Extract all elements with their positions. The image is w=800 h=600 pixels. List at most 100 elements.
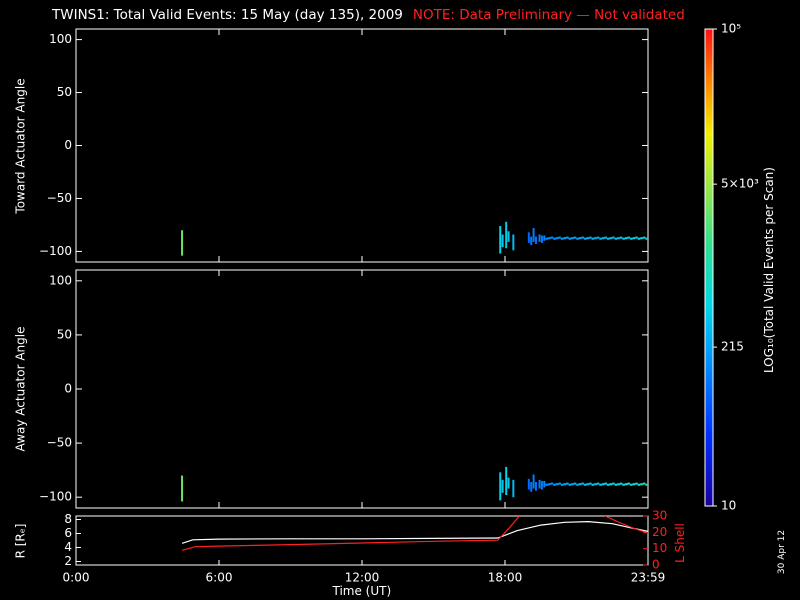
- toward-trail-segment: [640, 237, 643, 240]
- away-trail-segment: [550, 482, 554, 485]
- away-ytick-label: −50: [47, 436, 72, 450]
- toward-ytick-label: 100: [49, 32, 72, 46]
- x-tick-label: 6:00: [206, 571, 233, 585]
- away-trail-segment: [622, 483, 625, 486]
- colorbar-tick-label: 10⁵: [721, 22, 741, 36]
- away-trail-segment: [573, 482, 577, 485]
- toward-trail-segment: [642, 236, 646, 239]
- orbit-right-ylabel: L Shell: [672, 522, 687, 563]
- away-trail-segment: [635, 482, 638, 485]
- toward-panel: 100 50 0 −50 −100: [39, 28, 649, 263]
- colorbar-tick-label: 5×10³: [721, 177, 759, 191]
- away-trail-segment: [571, 483, 574, 486]
- away-ylabel: Away Actuator Angle: [13, 326, 28, 452]
- toward-trail-segment: [571, 237, 574, 240]
- toward-trail-segment: [545, 237, 549, 240]
- away-trail-segment: [614, 483, 618, 486]
- toward-trail-segment: [630, 237, 633, 240]
- toward-trail-segment: [622, 237, 625, 240]
- toward-trail-segment: [599, 237, 602, 240]
- toward-ylabel: Toward Actuator Angle: [13, 77, 28, 214]
- colorbar-gradient: [704, 28, 714, 507]
- toward-trail-segment: [614, 237, 618, 240]
- toward-trail-segment: [617, 237, 620, 240]
- away-ytick-label: −100: [39, 490, 72, 504]
- away-trail-segment: [594, 483, 597, 486]
- toward-trail-segment: [612, 236, 615, 239]
- away-trail-segment: [596, 482, 600, 485]
- away-ytick-label: 0: [64, 382, 72, 396]
- away-trail-segment: [604, 482, 608, 485]
- away-frame: [75, 269, 649, 509]
- orbit-left-ytick-label: 6: [64, 526, 72, 540]
- x-tick-label: 23:59: [631, 571, 666, 585]
- toward-trail-segment: [624, 237, 628, 240]
- toward-trail-segment: [586, 237, 590, 240]
- x-axis-label: Time (UT): [332, 584, 392, 598]
- colorbar-label: LOG₁₀(Total Valid Events per Scan): [761, 167, 776, 373]
- away-ytick-label: 100: [49, 273, 72, 287]
- toward-trail-segment: [566, 236, 569, 239]
- toward-ytick-label: 0: [64, 138, 72, 152]
- away-trail-segment: [558, 482, 561, 485]
- toward-trail-segment: [637, 237, 641, 240]
- away-trail-segment: [619, 482, 623, 485]
- away-trail-segment: [632, 483, 636, 486]
- toward-trail-segment: [548, 237, 551, 240]
- toward-ytick-label: 50: [57, 85, 72, 99]
- toward-trail-segment: [594, 237, 597, 240]
- date-stamp: 30 Apr 12: [777, 529, 788, 575]
- toward-trail-segment: [560, 237, 564, 240]
- preliminary-note: NOTE: Data Preliminary — Not validated: [412, 7, 685, 23]
- toward-trail-segment: [550, 236, 554, 239]
- orbit-left-ytick-label: 2: [64, 554, 72, 568]
- away-trail-segment: [576, 483, 579, 486]
- away-ytick-label: 50: [57, 327, 72, 341]
- toward-trail-segment: [589, 236, 592, 239]
- away-trail-segment: [609, 483, 613, 486]
- away-trail-segment: [601, 483, 605, 486]
- away-trail-segment: [599, 483, 602, 486]
- orbit-left-ylabel: R [Rₑ]: [12, 523, 27, 558]
- l-shell-line: [181, 516, 520, 551]
- orbit-right-ytick-label: 30: [652, 509, 667, 523]
- toward-trail-segment: [578, 237, 582, 240]
- orbit-left-ytick-label: 8: [64, 512, 72, 526]
- away-trail-segment: [568, 483, 572, 486]
- toward-trail-segment: [609, 237, 613, 240]
- toward-trail-segment: [563, 237, 567, 240]
- toward-trail-segment: [555, 237, 559, 240]
- away-trail-segment: [586, 483, 590, 486]
- away-trail-segment: [612, 482, 615, 485]
- away-trail-segment: [607, 483, 610, 486]
- orbit-right-ytick-label: 0: [652, 558, 660, 572]
- toward-trail-segment: [601, 237, 605, 240]
- toward-trail-segment: [627, 236, 631, 239]
- l-shell-line: [604, 516, 648, 534]
- colorbar-tick-label: 10: [721, 499, 736, 513]
- away-trail-segment: [560, 483, 564, 486]
- toward-trail-segment: [576, 237, 579, 240]
- away-trail-segment: [642, 482, 646, 485]
- toward-trail-segment: [596, 236, 600, 239]
- away-trail-segment: [624, 483, 628, 486]
- away-trail-segment: [591, 483, 595, 486]
- x-tick-label: 18:00: [488, 571, 523, 585]
- away-trail-segment: [589, 482, 592, 485]
- toward-trail-segment: [604, 236, 608, 239]
- away-trail-segment: [545, 483, 549, 486]
- toward-ytick-label: −50: [47, 191, 72, 205]
- away-trail-segment: [637, 483, 641, 486]
- toward-trail-segment: [583, 237, 587, 240]
- away-trail-segment: [627, 482, 631, 485]
- away-trail-segment: [617, 483, 620, 486]
- away-trail-segment: [578, 483, 582, 486]
- x-tick-label: 0:00: [63, 571, 90, 585]
- toward-trail-segment: [607, 237, 610, 240]
- away-trail-segment: [581, 482, 584, 485]
- title-text: TWINS1: Total Valid Events: 15 May (day …: [52, 7, 403, 23]
- orbit-right-ytick-label: 10: [652, 541, 667, 555]
- toward-trail-segment: [553, 237, 556, 240]
